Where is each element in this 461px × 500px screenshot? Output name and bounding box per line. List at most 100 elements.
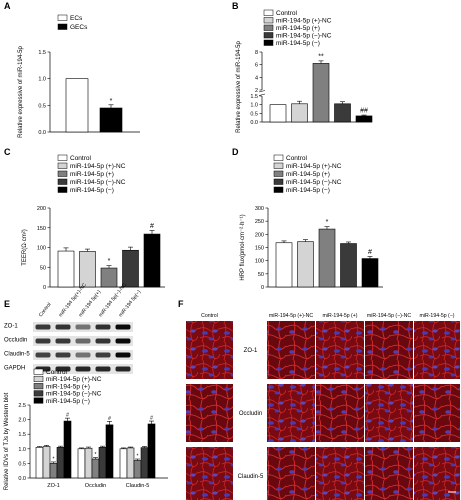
e-y-tick-label-2: 1.0 [18, 447, 26, 453]
b-legend-swatch-0 [263, 9, 274, 16]
blot-band-0-2 [75, 324, 91, 330]
b-upper-y-tick-label-2: 6 [255, 63, 258, 69]
c-legend-swatch-1 [57, 162, 68, 169]
b-legend-swatch-1 [263, 17, 274, 24]
if-image-1-4 [414, 384, 460, 442]
if-col-title-3: miR-194-5p (−)-NC [367, 313, 411, 319]
d-y-tick-label-0: 0 [261, 285, 264, 291]
blot-band-0-4 [115, 324, 131, 330]
if-col-title-2: miR-194-5p (+) [322, 313, 357, 319]
if-image-2-0 [186, 447, 233, 500]
e-group-label-2: Claudin-5 [126, 483, 150, 489]
c-legend-swatch-3 [57, 178, 68, 185]
e-2-bar-1 [126, 447, 135, 479]
d-bar-4 [361, 258, 379, 288]
c-y-tick-label-3: 150 [37, 226, 46, 232]
blot-row-label-1: Occludin [4, 338, 27, 344]
a-y-tick-label-0: 0.0 [38, 130, 46, 136]
e-y-tick-label-5: 2.5 [18, 403, 26, 409]
d-y-label: HRP flux(pmol·cm⁻²·h⁻¹) [240, 214, 246, 280]
d-legend-label-3: miR-194-5p (−)-NC [286, 179, 342, 186]
if-row-label-0: ZO-1 [244, 348, 258, 354]
e-1-bar-1 [84, 447, 93, 479]
e-y-tick-label-1: 0.5 [18, 461, 26, 467]
e-1-bar-4 [105, 424, 114, 479]
b-legend-label-3: miR-194-5p (−)-NC [276, 33, 332, 40]
a-bar-1 [99, 107, 123, 133]
e-0-bar-2 [49, 463, 58, 479]
c-legend-label-4: miR-194-5p (−) [70, 187, 114, 194]
b-sig-4: ## [360, 108, 368, 115]
blot-band-1-2 [75, 338, 91, 344]
blot-row-label-3: GAPDH [4, 366, 25, 372]
blot-band-3-1 [55, 366, 71, 372]
d-y-tick-label-3: 150 [255, 246, 264, 252]
blot-band-3-3 [95, 366, 111, 372]
e-sig-1-2: * [95, 452, 97, 458]
d-y-tick-label-4: 200 [255, 232, 264, 238]
if-image-2-2 [316, 447, 364, 500]
e-legend-swatch-3 [33, 390, 44, 397]
if-image-0-3 [365, 321, 413, 379]
d-y-tick-label-2: 100 [255, 259, 264, 265]
c-bar-3 [122, 249, 139, 288]
e-legend-swatch-0 [33, 368, 44, 375]
b-axis-break-lower [258, 93, 266, 96]
e-legend-swatch-4 [33, 397, 44, 404]
a-sig-1: * [110, 98, 113, 105]
d-legend-swatch-2 [273, 170, 284, 177]
e-legend-label-1: miR-194-5p (+)-NC [46, 376, 102, 383]
e-y-tick-label-3: 1.5 [18, 432, 26, 438]
b-legend-swatch-3 [263, 32, 274, 39]
b-lower-y-tick-label-0: 0.0 [250, 120, 258, 126]
if-col-title-1: miR-194-5p (+)-NC [269, 313, 313, 319]
panel-letter-c: C [4, 147, 11, 157]
e-y-tick-label-4: 2.0 [18, 418, 26, 424]
panel-letter-a: A [4, 1, 11, 11]
blot-band-2-2 [75, 352, 91, 358]
b-bar-0 [269, 104, 287, 123]
d-legend-swatch-3 [273, 178, 284, 185]
e-group-label-1: Occludin [85, 483, 106, 489]
blot-band-3-4 [115, 366, 131, 372]
if-image-0-1 [267, 321, 315, 379]
if-image-1-1 [267, 384, 315, 442]
blot-band-2-3 [95, 352, 111, 358]
b-bar-4 [355, 115, 373, 123]
a-legend-label-0: ECs [70, 15, 83, 22]
b-upper-y-tick-label-1: 4 [255, 75, 258, 81]
blot-row-label-2: Claudin-5 [4, 352, 30, 358]
e-legend-label-4: miR-194-5p (−) [46, 398, 90, 405]
b-legend-swatch-2 [263, 24, 274, 31]
e-legend-label-0: Control [46, 369, 68, 376]
c-legend-swatch-0 [57, 154, 68, 161]
e-sig-0-4: # [66, 413, 69, 419]
if-image-0-4 [414, 321, 460, 379]
c-sig-4: # [150, 223, 154, 230]
blot-band-3-2 [75, 366, 91, 372]
blot-band-0-1 [55, 324, 71, 330]
panel-letter-d: D [232, 147, 239, 157]
a-legend-label-1: GECs [70, 24, 88, 31]
if-row-label-1: Occludin [239, 411, 262, 417]
if-col-title-0: Control [201, 313, 218, 319]
d-y-tick-label-1: 50 [258, 272, 264, 278]
c-legend-label-1: miR-194-5p (+)-NC [70, 163, 126, 170]
e-sig-2-4: # [150, 416, 153, 422]
b-lower-y-tick-label-3: 1.5 [250, 94, 258, 100]
d-y-tick-label-5: 250 [255, 219, 264, 225]
b-legend-swatch-4 [263, 39, 274, 46]
blot-band-1-1 [55, 338, 71, 344]
e-y-tick-label-0: 0.0 [18, 476, 26, 482]
immunofluorescence-grid: Control miR-194-5p (+)-NC miR-194-5p (+) mi… [186, 313, 460, 500]
b-lower-y-tick-label-2: 1.0 [250, 103, 258, 109]
a-bar-0 [65, 78, 89, 133]
e-0-bar-3 [56, 447, 65, 479]
d-bar-1 [297, 241, 314, 288]
e-legend-swatch-1 [33, 375, 44, 382]
c-y-tick-label-2: 100 [37, 246, 46, 252]
e-2-bar-4 [147, 423, 156, 479]
